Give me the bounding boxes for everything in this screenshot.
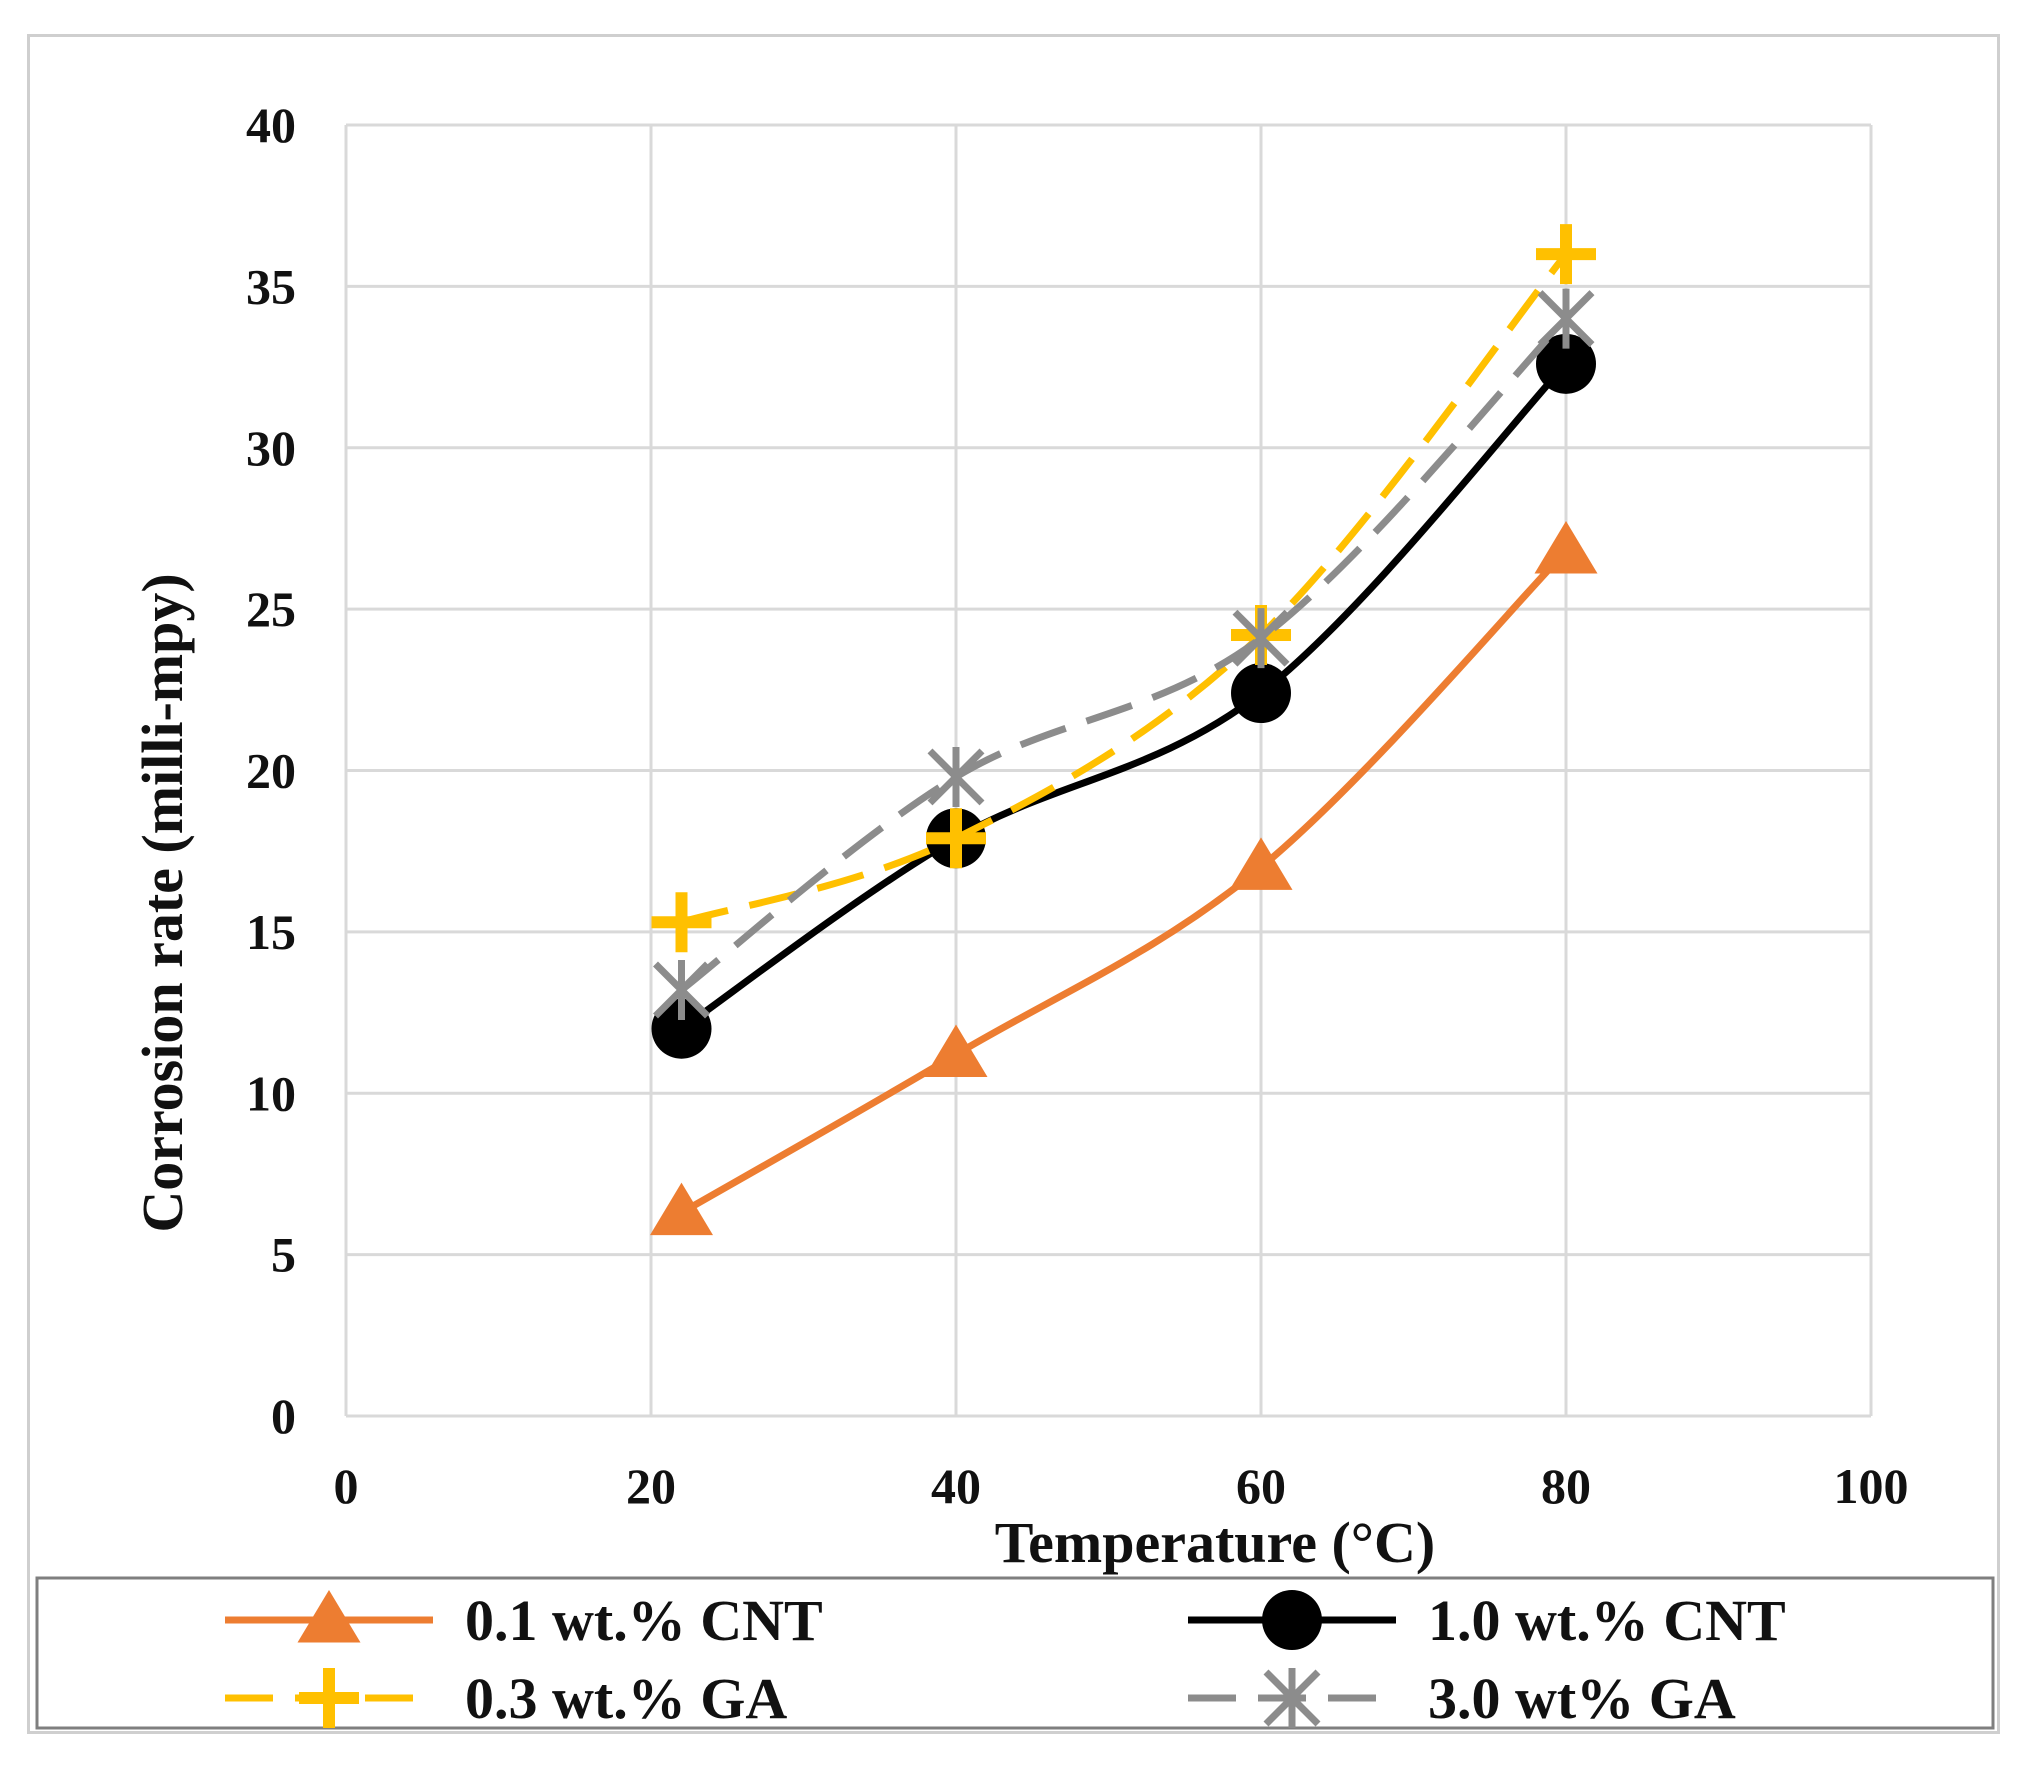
x-tick-label: 80 [1541,1458,1591,1514]
data-point [1537,288,1595,349]
y-tick-label: 10 [246,1065,296,1121]
legend-label: 3.0 wt% GA [1428,1666,1736,1731]
data-point [924,1024,988,1078]
series-line [679,316,1569,993]
y-axis-title: Corrosion rate (milli-mpy) [130,573,195,1232]
data-point [651,892,712,953]
legend-item: 0.3 wt.% GA [225,1666,787,1731]
legend-item: 3.0 wt% GA [1188,1666,1736,1731]
data-point [927,746,985,807]
data-point [1229,837,1293,890]
legend: 0.1 wt.% CNT 1.0 wt.% CNT 0.3 wt.% GA 3.0 w… [35,1576,1995,1731]
legend-item: 1.0 wt.% CNT [1188,1588,1786,1653]
x-tick-label: 40 [931,1458,981,1514]
series-1-0-wt-cnt [651,333,1596,1059]
series-line [679,361,1569,1032]
series-0-1-wt-cnt [650,521,1598,1236]
legend-swatch-marker [1262,1590,1322,1650]
legend-item: 0.1 wt.% CNT [225,1588,823,1653]
x-axis-title: Temperature (°C) [995,1510,1435,1575]
data-point [1536,333,1596,394]
y-tick-label: 30 [246,420,296,476]
y-tick-label: 25 [246,581,296,637]
series-line [680,251,1569,926]
series [650,224,1598,1236]
legend-swatch-marker [297,1590,361,1643]
data-point [1231,663,1291,724]
legend-label: 0.3 wt.% GA [465,1666,787,1731]
y-tick-label: 20 [246,743,296,799]
x-tick-label: 20 [626,1458,676,1514]
chart-frame [27,34,2000,1734]
legend-box [35,1576,1995,1730]
y-tick-label: 15 [246,904,296,960]
x-tick-label: 60 [1236,1458,1286,1514]
y-tick-label: 5 [271,1227,296,1283]
tick-labels: 0 5 10 15 20 25 30 35 40 0 20 40 60 80 100 [246,97,1909,1514]
data-point [650,1182,713,1236]
data-point [1232,608,1290,669]
data-point [1536,224,1596,285]
x-tick-label: 100 [1834,1458,1909,1514]
x-tick-label: 0 [334,1458,359,1514]
data-point [653,959,710,1020]
legend-swatch-marker [1263,1668,1321,1728]
legend-label: 1.0 wt.% CNT [1428,1588,1786,1653]
legend-swatch-marker [299,1668,359,1728]
y-tick-label: 40 [246,97,296,153]
data-point [1534,521,1598,574]
series-0-3-wt-ga [651,224,1596,953]
series-line [679,548,1569,1216]
data-point [926,808,986,869]
y-tick-label: 35 [246,258,296,314]
data-point [651,998,712,1059]
legend-label: 0.1 wt.% CNT [465,1588,823,1653]
y-tick-label: 0 [271,1388,296,1444]
series-3-0-wt-ga [653,288,1595,1020]
